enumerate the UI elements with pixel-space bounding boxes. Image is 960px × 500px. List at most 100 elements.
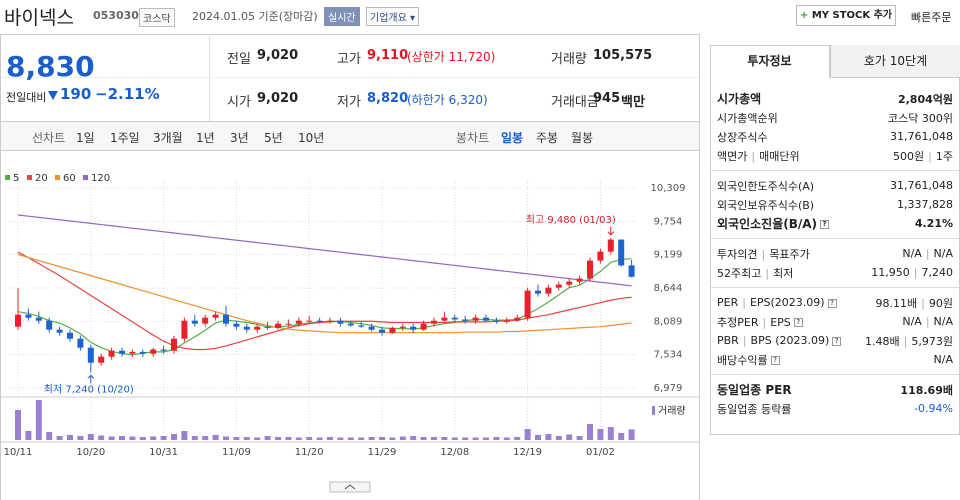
plus-icon: + [799,10,809,21]
low-arrow [87,374,95,384]
x-tick-label: 12/19 [513,447,542,458]
y-tick-label: 8,644 [654,283,683,294]
volume-bar [618,433,625,440]
candle-tab[interactable]: 일봉 [501,131,524,145]
value-part: 90원 [928,296,953,310]
label-part: 상장주식수 [717,130,768,144]
label-part: BPS (2023.09) [750,334,830,347]
candle-body [56,329,63,333]
info-row: 배당수익률? N/A [711,350,959,369]
volume-bar [607,427,614,440]
market-badge: 코스닥 [139,8,175,27]
period-tab[interactable]: 3개월 [153,131,183,145]
label-part: 외국인한도주식수(A) [717,179,815,193]
period-tab[interactable]: 3년 [230,131,249,145]
legend-swatch [5,175,10,180]
period-tab[interactable]: 1년 [196,131,215,145]
quick-order[interactable]: 빠른주문 [911,11,952,24]
candle-body [275,323,281,328]
x-tick-label: 10/11 [4,447,33,458]
info-label: 배당수익률? [717,352,780,368]
volume-bar [202,436,209,440]
separator: | [742,334,747,347]
legend-label: 5 [13,173,19,184]
change-pct: −2.11% [95,85,160,103]
info-section: PER | EPS(2023.09)? 98.11배 | 90원 추정PER | EPS? N/A… [711,288,959,375]
candle-body [628,265,635,277]
volume-bar [399,436,406,440]
price: 8,830 [6,50,95,83]
y-tick-label: 8,089 [654,316,683,327]
realtime-badge[interactable]: 실시간 [324,7,360,26]
candle-body [35,317,42,321]
candle-body [212,314,219,318]
value-part: 1.48배 [865,334,900,348]
legend-label: 60 [63,173,76,184]
info-value: 1.48배 | 5,973원 [865,333,953,349]
label-part: 투자의견 [717,247,758,261]
candle-body [87,347,94,363]
period-tab[interactable]: 1주일 [110,131,140,145]
info-label: 시가총액 [717,90,761,107]
legend-swatch [55,175,60,180]
period-tab[interactable]: 10년 [298,131,325,145]
info-value: N/A | N/A [902,315,953,328]
overview-button[interactable]: 기업개요 ▾ [366,7,420,26]
high-annotation: 최고 9,480 (01/03) [526,214,616,226]
y-tick-label: 7,534 [654,350,683,361]
info-label: PBR | BPS (2023.09)? [717,334,842,347]
info-label: 동일업종 등락률 [717,401,791,417]
x-tick-label: 10/20 [76,447,105,458]
value-part: -0.94% [914,402,953,415]
candle-body [337,320,344,324]
ma-line [17,251,632,351]
period-tab[interactable]: 5년 [264,131,283,145]
info-value: N/A [934,353,953,366]
label-part: 배당수익률 [717,353,768,367]
ma-line [17,254,632,334]
info-section: 투자의견 | 목표주가 N/A | N/A 52주최고 | 최저 11,950 | 7,240 [711,239,959,288]
volume-bar [524,429,531,440]
volume-bar [358,437,365,440]
candle-body [493,320,500,322]
candle-tab[interactable]: 월봉 [571,131,594,145]
chart-tabs [1,121,699,151]
candle-body [441,317,448,321]
help-icon: ? [827,298,837,308]
info-row: 액면가 | 매매단위 500원 | 1주 [711,146,959,165]
value-part: N/A [933,353,953,366]
info-section: 시가총액 2,804억원 시가총액순위 코스닥 300위 상장주식수 31,761,048… [711,84,959,171]
info-value: 98.11배 | 90원 [876,295,953,311]
candle-body [327,320,333,322]
value-part: N/A [933,247,953,260]
tab-active[interactable]: 투자정보 [710,45,830,78]
info-row: 외국인보유주식수(B) 1,337,828 [711,195,959,214]
info-label: 외국인보유주식수(B) [717,197,814,213]
label-part: 시가총액 [717,92,762,106]
y-tick-label: 9,199 [654,250,683,261]
help-icon: ? [770,356,780,365]
candle-tab[interactable]: 주봉 [536,131,559,145]
volume-bar [264,436,271,440]
volume-bar [347,437,354,440]
volume-bar [191,436,198,440]
candle-body [576,278,583,282]
candle-body [191,320,198,324]
info-row: 52주최고 | 최저 11,950 | 7,240 [711,263,959,282]
candle-body [171,338,177,351]
collapse-button[interactable] [329,481,371,493]
mystock-button[interactable]: + MY STOCK 추가 [796,5,896,26]
info-value: 31,761,048 [890,179,953,192]
candle-body [597,251,604,261]
volume-bar [87,434,94,440]
label-part: 액면가 [717,149,748,163]
info-label: 시가총액순위 [717,110,778,126]
tab[interactable]: 호가 10단계 [830,45,960,78]
value-part: 5,973원 [911,334,953,348]
value-part: 31,761,048 [890,179,953,192]
period-tab[interactable]: 1일 [76,131,95,145]
label-part: 매매단위 [759,149,800,163]
volume-bar [25,431,32,440]
candle-body [202,317,209,324]
info-value: 31,761,048 [890,130,953,143]
